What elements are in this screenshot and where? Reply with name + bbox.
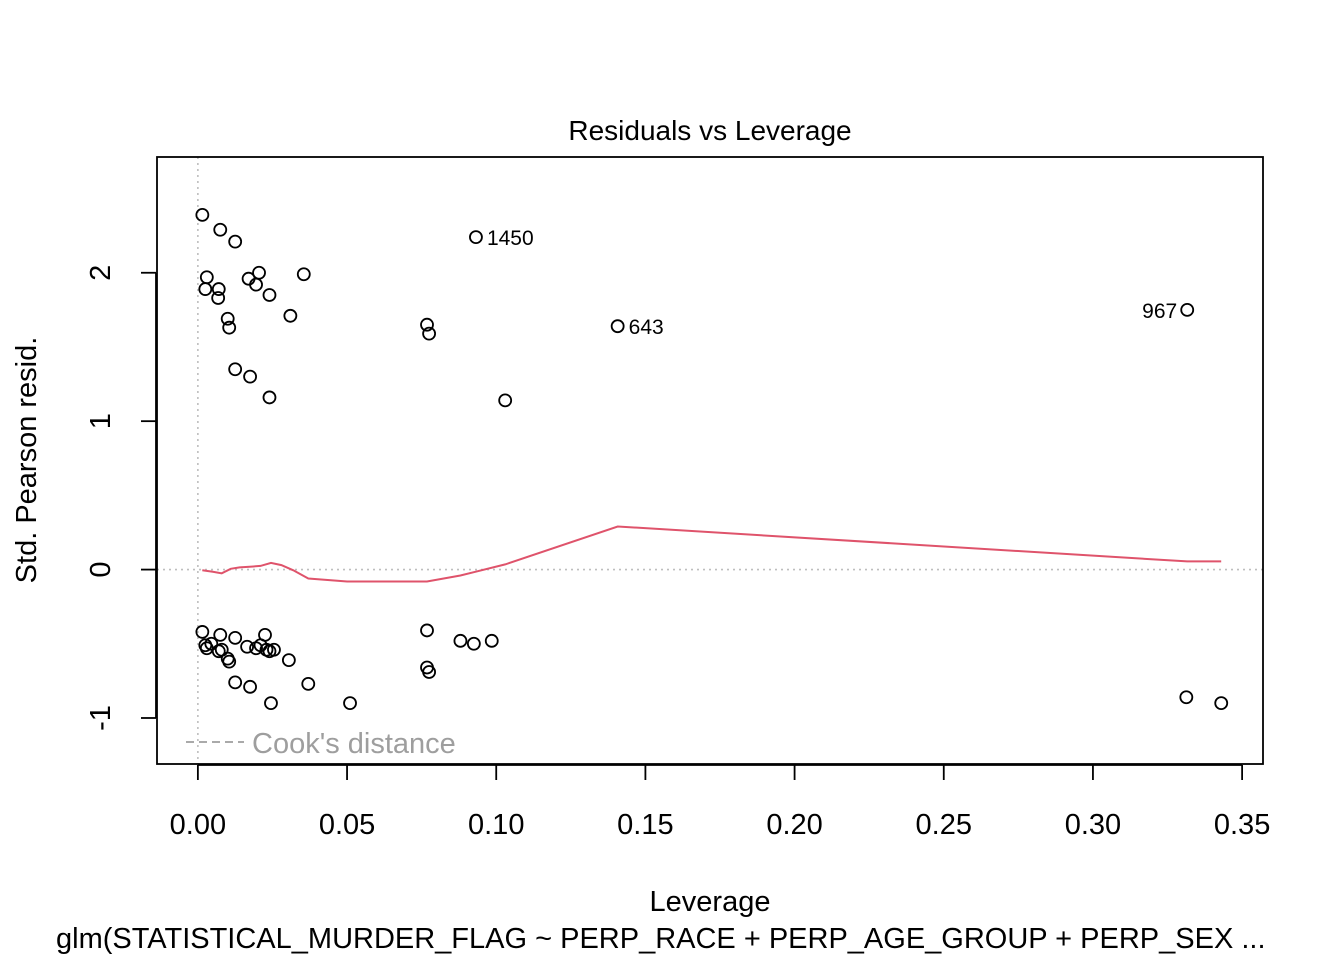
data-point	[1180, 302, 1195, 317]
data-point	[228, 362, 243, 377]
y-tick-label: 1	[85, 413, 117, 429]
data-point	[1214, 696, 1229, 711]
x-tick-label: 0.10	[468, 809, 524, 841]
x-tick-label: 0.35	[1214, 809, 1270, 841]
x-tick-label: 0.30	[1065, 809, 1121, 841]
data-point	[243, 679, 257, 694]
data-point	[422, 665, 436, 679]
data-point	[422, 326, 436, 341]
data-point	[262, 390, 277, 405]
data-point	[204, 636, 219, 651]
data-point	[420, 623, 434, 638]
x-tick-label: 0.20	[766, 809, 822, 841]
subtitle-formula: glm(STATISTICAL_MURDER_FLAG ~ PERP_RACE …	[56, 923, 1266, 955]
data-point	[420, 317, 434, 332]
data-point	[228, 675, 243, 690]
data-point	[243, 369, 257, 384]
data-point	[469, 230, 483, 245]
x-tick-label: 0.15	[617, 809, 673, 841]
data-point	[301, 676, 316, 691]
point-label: 967	[1142, 300, 1177, 323]
x-tick-label: 0.00	[170, 809, 226, 841]
data-point	[222, 320, 237, 335]
data-point	[498, 393, 513, 408]
legend: Cook's distance	[186, 728, 456, 760]
y-tick-label: 0	[85, 562, 117, 578]
point-label: 643	[629, 316, 664, 339]
data-point	[343, 696, 357, 711]
x-axis-label: Leverage	[650, 886, 771, 918]
data-point	[267, 642, 281, 657]
data-point	[249, 277, 263, 292]
y-tick-label: -1	[85, 705, 117, 731]
data-point	[296, 267, 311, 282]
data-point	[228, 234, 243, 249]
x-tick-label: 0.25	[916, 809, 972, 841]
data-point	[1179, 690, 1194, 705]
data-point	[283, 308, 298, 323]
point-label: 1450	[487, 227, 534, 250]
smooth-line	[202, 525, 1222, 583]
data-point	[610, 319, 625, 334]
data-point	[195, 207, 210, 222]
plot-frame	[156, 156, 1264, 765]
y-tick-label: 2	[85, 265, 117, 281]
data-point	[264, 696, 278, 711]
point-labels-layer: 1450 643 967	[487, 227, 1177, 339]
axes: 0.00 0.05 0.10 0.15 0.20 0.25 0.30 0.35 -1 0 1 2	[85, 265, 1270, 841]
smooth-line-layer	[202, 525, 1222, 583]
data-point	[258, 627, 272, 642]
data-point	[222, 654, 237, 669]
chart-title: Residuals vs Leverage	[568, 115, 851, 146]
data-point	[213, 627, 228, 642]
data-point	[466, 636, 481, 651]
data-point	[211, 282, 226, 296]
data-point	[281, 653, 296, 668]
y-axis-label: Std. Pearson resid.	[11, 337, 43, 584]
data-point	[211, 291, 226, 305]
data-point	[198, 282, 213, 296]
legend-label: Cook's distance	[252, 728, 456, 760]
data-point	[240, 639, 255, 654]
data-point	[195, 625, 210, 639]
reference-lines	[157, 157, 1263, 764]
data-point	[220, 311, 235, 326]
x-tick-label: 0.05	[319, 809, 375, 841]
data-point	[228, 630, 243, 645]
data-point	[262, 288, 277, 302]
data-point	[213, 222, 228, 237]
data-point	[453, 633, 468, 648]
data-point	[484, 633, 499, 648]
points-layer	[195, 207, 1229, 711]
